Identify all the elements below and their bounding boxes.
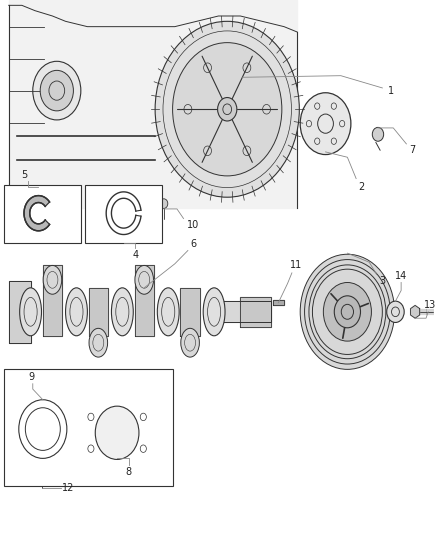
Text: 10: 10 [187,221,199,230]
Polygon shape [9,281,31,343]
Text: 2: 2 [359,182,365,191]
Polygon shape [78,399,156,467]
Bar [4,185,81,243]
Ellipse shape [89,328,108,357]
Polygon shape [273,300,283,305]
Polygon shape [0,0,437,213]
Ellipse shape [181,328,199,357]
Polygon shape [180,288,200,336]
Ellipse shape [135,265,153,294]
Circle shape [218,98,237,121]
Circle shape [300,254,395,369]
Circle shape [33,61,81,120]
Circle shape [334,296,360,328]
Bar [85,185,162,243]
Polygon shape [24,196,49,231]
Text: 12: 12 [62,483,74,492]
Circle shape [300,93,351,155]
Ellipse shape [203,288,225,336]
Text: 7: 7 [410,146,416,155]
Circle shape [38,470,47,480]
Circle shape [387,301,404,322]
Polygon shape [134,265,154,336]
Ellipse shape [20,288,42,336]
Text: 6: 6 [191,239,197,248]
Circle shape [160,199,168,208]
Polygon shape [43,265,62,336]
Text: 8: 8 [126,467,132,477]
Circle shape [323,282,371,341]
Text: 11: 11 [290,261,302,270]
Text: 1: 1 [388,86,394,95]
Text: 13: 13 [424,300,437,310]
Polygon shape [9,0,297,208]
Text: 5: 5 [21,170,27,180]
Circle shape [95,406,139,459]
Text: 3: 3 [379,277,385,286]
Bar [4,369,173,486]
Circle shape [372,127,384,141]
Ellipse shape [111,288,133,336]
Polygon shape [214,301,271,322]
Text: 9: 9 [28,373,35,382]
Circle shape [173,43,282,176]
Text: 4: 4 [132,250,138,260]
Circle shape [25,408,60,450]
Ellipse shape [157,288,179,336]
Text: 14: 14 [395,271,407,280]
Ellipse shape [66,288,88,336]
Polygon shape [240,297,271,327]
Polygon shape [89,288,108,336]
Circle shape [19,400,67,458]
Polygon shape [410,305,420,318]
Ellipse shape [43,265,62,294]
Circle shape [40,70,74,111]
Circle shape [155,21,299,197]
